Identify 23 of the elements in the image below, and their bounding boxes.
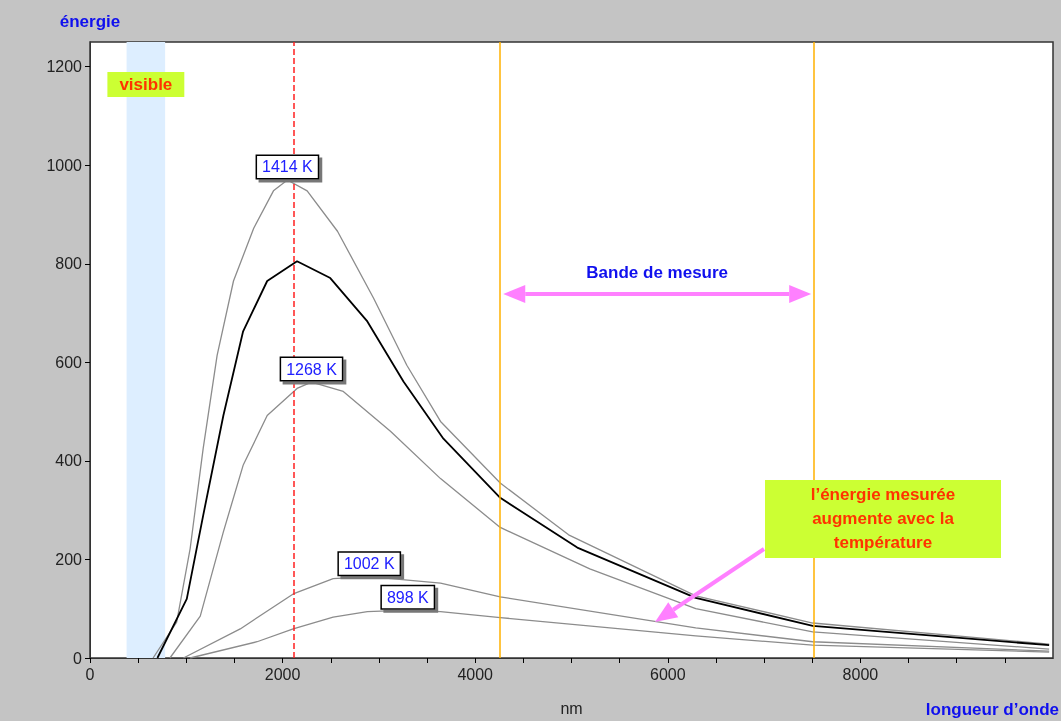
x-tick-label: 0 [85,665,95,683]
x-axis-title: nm [560,699,583,717]
x-tick-label: 8000 [842,665,879,683]
y-tick-label: 1000 [46,156,83,174]
y-tick-label: 600 [55,353,83,371]
series-label: 1268 K [286,360,338,378]
note-box: l’énergie mesurée augmente avec la température [765,480,1001,558]
x-tick-label: 4000 [457,665,494,683]
y-tick-label: 1200 [46,58,83,76]
y-tick-label: 800 [55,255,83,273]
x-tick-label: 2000 [264,665,301,683]
x-tick-label: 6000 [650,665,686,683]
series-label: 1002 K [343,555,395,573]
y-tick-label: 200 [55,550,83,568]
annotation: Bande de mesure [586,262,729,282]
y-tick-label: 0 [73,649,83,667]
text: longueur d’onde [925,700,1059,719]
y-axis-title: énergie [59,12,121,31]
band-label: visible [119,75,173,94]
series-label: 1414 K [262,158,314,176]
annotation: l’énergie mesurée augmente avec la température [809,484,957,554]
series-label: 898 K [386,588,430,606]
y-tick-label: 400 [55,452,83,470]
